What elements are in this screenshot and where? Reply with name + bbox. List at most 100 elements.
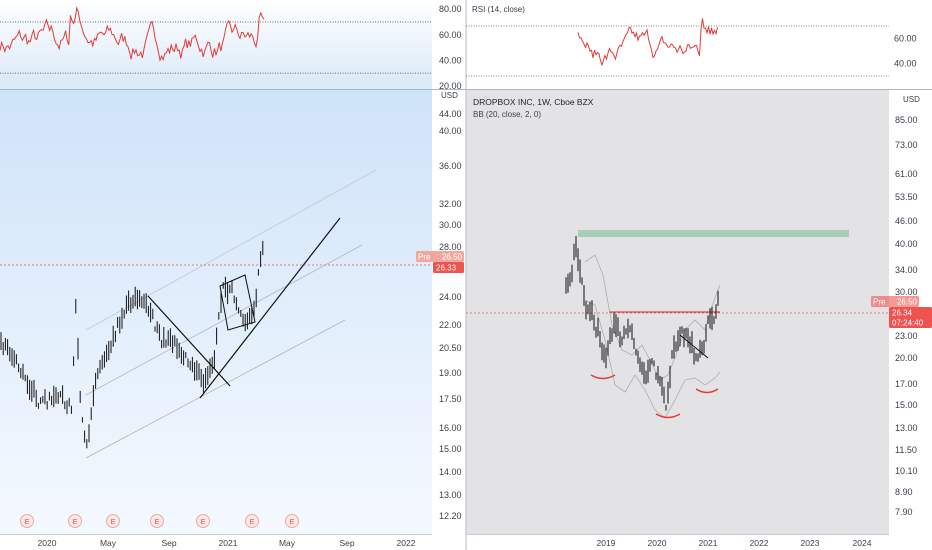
left-price-tick-label-2: 36.00: [439, 161, 462, 171]
left-x-tick-label-0: 2020: [38, 538, 57, 548]
left-last-label-bg: [433, 262, 464, 273]
right-price-tick-label-4: 46.00: [895, 216, 918, 226]
bb-upper: [584, 254, 721, 381]
right-x-tick-label-4: 2023: [801, 538, 820, 548]
head-curve: [655, 413, 681, 419]
earnings-marker-label-1: E: [72, 517, 77, 526]
left-price-tick-label-10: 17.50: [439, 394, 462, 404]
right-axis-unit: USD: [903, 95, 920, 104]
right-countdown-label: 07:24:40: [892, 319, 924, 328]
left-trend-resistance: [147, 295, 231, 387]
left-trend-support: [199, 217, 341, 399]
right-price-tick-label-12: 15.00: [895, 400, 918, 410]
left-channel-lower: [85, 319, 346, 459]
right-rsi-tick-label-1: 40.00: [894, 59, 917, 69]
left-price-tick-label-1: 40.00: [439, 126, 462, 136]
left-price-tick-label-0: 44.00: [439, 109, 462, 119]
right-price-tick-label-1: 73.00: [895, 140, 918, 150]
left-price-tick-label-8: 20.50: [439, 343, 462, 353]
right-last-label: 26.34: [892, 309, 913, 318]
right-pre-label-bg: [871, 296, 919, 307]
left-price-tick-label-9: 19.00: [439, 368, 462, 378]
left-axis-unit: USD: [441, 91, 458, 100]
left-flag-pattern: [219, 274, 256, 331]
earnings-marker-0: [20, 514, 34, 528]
earnings-marker-3: [150, 514, 164, 528]
right-price-tick-label-15: 10.10: [895, 466, 918, 476]
earnings-marker-label-4: E: [200, 517, 205, 526]
right-chart-subtitle: BB (20, close, 2, 0): [473, 110, 541, 119]
right-x-tick-label-0: 2019: [597, 538, 616, 548]
right-rsi-tick-label-0: 60.00: [894, 34, 917, 44]
right-price-tick-label-6: 34.00: [895, 265, 918, 275]
left-last-label: 26.33: [436, 264, 457, 273]
resistance-zone: [578, 230, 849, 237]
earnings-marker-6: [285, 514, 299, 528]
left-shoulder-curve: [590, 374, 616, 380]
label-layer: 80.00 60.00 40.00 20.00 44.00 40.00 36.00 32.00…: [38, 4, 932, 548]
left-price-tick-label-13: 14.00: [439, 467, 462, 477]
right-trendline: [679, 334, 709, 359]
right-price-tick-label-9: 23.00: [895, 331, 918, 341]
right-x-tick-label-1: 2020: [648, 538, 667, 548]
right-chart-title: DROPBOX INC, 1W, Cboe BZX: [473, 97, 594, 107]
left-x-tick-label-3: 2021: [219, 538, 238, 548]
right-price-tick-label-7: 30.00: [895, 287, 918, 297]
right-price-tick-label-13: 13.00: [895, 423, 918, 433]
left-price-tick-label-6: 24.00: [439, 292, 462, 302]
left-x-tick-label-1: May: [100, 538, 117, 548]
left-price-tick-label-4: 30.00: [439, 220, 462, 230]
left-rsi-tick-label-1: 60.00: [439, 30, 462, 40]
right-x-tick-label-5: 2024: [853, 538, 872, 548]
earnings-marker-2: [106, 514, 120, 528]
right-price-tick-label-11: 17.00: [895, 379, 918, 389]
right-pre-value: 26.50: [897, 298, 918, 307]
left-rsi-background: [0, 0, 432, 89]
right-pre-label: Pre: [873, 298, 886, 307]
right-rsi-background: [466, 0, 889, 89]
right-price-tick-label-3: 53.50: [895, 192, 918, 202]
left-rsi-line: [0, 5, 265, 62]
earnings-marker-label-5: E: [249, 517, 254, 526]
right-price-tick-label-14: 11.50: [895, 445, 917, 455]
left-x-tick-label-2: Sep: [161, 538, 176, 548]
left-x-tick-label-4: May: [279, 538, 296, 548]
left-rsi-tick-label-2: 40.00: [439, 55, 462, 65]
right-rsi-line: [577, 18, 718, 67]
right-price-tick-label-17: 7.90: [895, 507, 913, 517]
right-rsi-title-bg: [469, 4, 525, 15]
left-pre-value: 26.50: [442, 253, 463, 262]
earnings-marker-5: [245, 514, 259, 528]
right-shoulder-curve: [695, 388, 719, 394]
left-price-tick-label-15: 12.20: [439, 511, 462, 521]
left-pre-label-bg: [416, 251, 464, 262]
left-price-background: [0, 90, 432, 534]
left-rsi-tick-label-0: 80.00: [439, 4, 462, 14]
right-price-tick-label-10: 20.00: [895, 353, 918, 363]
left-right-axis: [432, 0, 466, 550]
left-price-tick-label-7: 22.00: [439, 320, 462, 330]
left-x-tick-label-6: 2022: [397, 538, 416, 548]
left-x-tick-label-5: Sep: [339, 538, 354, 548]
right-chart-layer: [466, 18, 889, 419]
left-channel-upper: [85, 169, 377, 331]
earnings-marker-4: [196, 514, 210, 528]
earnings-marker-label-3: E: [154, 517, 159, 526]
left-price-tick-label-3: 32.00: [439, 199, 462, 209]
right-x-tick-label-3: 2022: [750, 538, 769, 548]
right-last-label-bg: [889, 307, 932, 328]
left-pre-label: Pre: [418, 253, 431, 262]
left-rsi-tick-label-3: 20.00: [439, 81, 462, 91]
earnings-marker-1: [68, 514, 82, 528]
left-price-tick-label-12: 15.00: [439, 444, 462, 454]
left-price-tick-label-5: 28.00: [439, 242, 462, 252]
left-price-tick-label-14: 13.00: [439, 490, 462, 500]
right-rsi-title: RSI (14, close): [472, 5, 525, 14]
earnings-marker-label-6: E: [289, 517, 294, 526]
right-price-tick-label-2: 61.00: [895, 169, 918, 179]
left-channel-middle: [85, 244, 363, 396]
right-price-tick-label-16: 8.90: [895, 487, 913, 497]
earnings-marker-label-2: E: [110, 517, 115, 526]
